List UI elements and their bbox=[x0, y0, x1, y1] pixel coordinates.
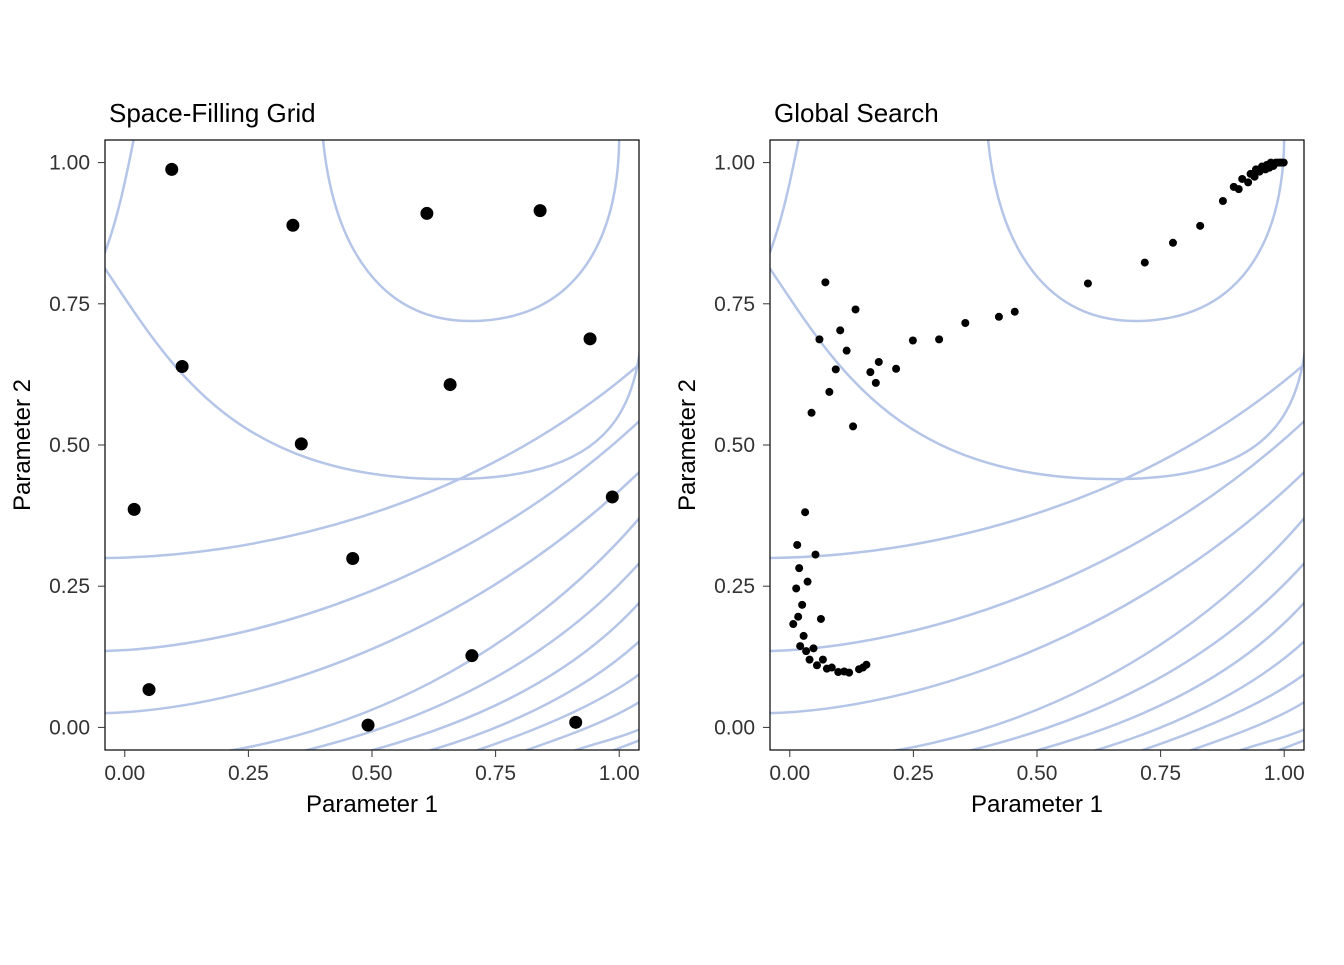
y-tick-label: 0.50 bbox=[714, 434, 755, 457]
point bbox=[821, 278, 829, 286]
y-axis-label: Parameter 2 bbox=[674, 379, 701, 511]
point bbox=[143, 683, 156, 696]
panel-border bbox=[770, 140, 1304, 750]
point bbox=[346, 552, 359, 565]
point bbox=[836, 326, 844, 334]
point bbox=[1011, 308, 1019, 316]
point bbox=[849, 422, 857, 430]
point bbox=[813, 661, 821, 669]
point bbox=[1219, 197, 1227, 205]
x-tick-label: 0.00 bbox=[104, 762, 145, 785]
point bbox=[802, 647, 810, 655]
y-tick-label: 1.00 bbox=[714, 152, 755, 175]
point bbox=[862, 661, 870, 669]
point bbox=[872, 379, 880, 387]
point bbox=[909, 337, 917, 345]
panel-title: Global Search bbox=[774, 98, 939, 128]
point bbox=[801, 508, 809, 516]
point bbox=[828, 664, 836, 672]
point bbox=[852, 305, 860, 313]
point bbox=[1141, 259, 1149, 267]
x-tick-label: 0.75 bbox=[1140, 762, 1181, 785]
point bbox=[176, 360, 189, 373]
point bbox=[961, 319, 969, 327]
figure: 0.00 0.25 0.50 0.75 1.00 0.00 0.25 0.50 0.75 1.00… bbox=[0, 0, 1344, 960]
x-tick-label: 0.00 bbox=[769, 762, 810, 785]
point bbox=[534, 204, 547, 217]
point bbox=[1169, 239, 1177, 247]
contours bbox=[765, 134, 1309, 755]
point bbox=[800, 632, 808, 640]
x-tick-label: 0.50 bbox=[1017, 762, 1058, 785]
point bbox=[798, 601, 806, 609]
point bbox=[832, 365, 840, 373]
y-tick-label: 0.25 bbox=[714, 575, 755, 598]
point bbox=[804, 578, 812, 586]
point bbox=[817, 615, 825, 623]
x-axis-label: Parameter 1 bbox=[306, 791, 438, 818]
x-tick-label: 0.50 bbox=[352, 762, 393, 785]
x-tick-label: 0.75 bbox=[475, 762, 516, 785]
point bbox=[362, 719, 375, 732]
point bbox=[1280, 159, 1288, 167]
point bbox=[795, 564, 803, 572]
point bbox=[845, 669, 853, 677]
y-tick-label: 0.00 bbox=[49, 716, 90, 739]
point bbox=[810, 644, 818, 652]
point bbox=[792, 584, 800, 592]
point bbox=[286, 219, 299, 232]
point bbox=[794, 613, 802, 621]
point bbox=[569, 716, 582, 729]
y-tick-label: 0.50 bbox=[49, 434, 90, 457]
point bbox=[584, 332, 597, 345]
point bbox=[819, 656, 827, 664]
panel-right: 0.00 0.25 0.50 0.75 1.00 0.00 0.25 0.50 0.75 1.00… bbox=[674, 98, 1309, 818]
point bbox=[866, 368, 874, 376]
y-tick-label: 0.25 bbox=[49, 575, 90, 598]
point bbox=[843, 347, 851, 355]
point bbox=[420, 207, 433, 220]
y-tick-label: 0.00 bbox=[714, 716, 755, 739]
point bbox=[825, 388, 833, 396]
point bbox=[465, 649, 478, 662]
figure-svg: 0.00 0.25 0.50 0.75 1.00 0.00 0.25 0.50 0.75 1.00… bbox=[0, 0, 1344, 960]
point bbox=[995, 313, 1003, 321]
point bbox=[295, 437, 308, 450]
point bbox=[806, 656, 814, 664]
point bbox=[808, 409, 816, 417]
point bbox=[444, 378, 457, 391]
panel-title: Space-Filling Grid bbox=[109, 98, 316, 128]
point bbox=[875, 358, 883, 366]
point bbox=[165, 163, 178, 176]
x-axis-label: Parameter 1 bbox=[971, 791, 1103, 818]
y-tick-label: 1.00 bbox=[49, 152, 90, 175]
point bbox=[793, 541, 801, 549]
y-tick-label: 0.75 bbox=[49, 293, 90, 316]
point bbox=[892, 365, 900, 373]
point bbox=[1244, 178, 1252, 186]
panel-border bbox=[105, 140, 639, 750]
x-tick-label: 1.00 bbox=[599, 762, 640, 785]
x-tick-label: 1.00 bbox=[1264, 762, 1305, 785]
x-tick-label: 0.25 bbox=[893, 762, 934, 785]
point bbox=[1196, 222, 1204, 230]
point bbox=[128, 503, 141, 516]
point bbox=[935, 335, 943, 343]
x-tick-label: 0.25 bbox=[228, 762, 269, 785]
contours bbox=[100, 134, 644, 755]
point bbox=[1235, 185, 1243, 193]
y-tick-label: 0.75 bbox=[714, 293, 755, 316]
point bbox=[606, 490, 619, 503]
point bbox=[815, 335, 823, 343]
point bbox=[811, 551, 819, 559]
panel-left: 0.00 0.25 0.50 0.75 1.00 0.00 0.25 0.50 0.75 1.00… bbox=[9, 98, 644, 818]
point bbox=[1084, 279, 1092, 287]
scatter-points bbox=[789, 159, 1287, 677]
y-axis-label: Parameter 2 bbox=[9, 379, 36, 511]
point bbox=[789, 620, 797, 628]
